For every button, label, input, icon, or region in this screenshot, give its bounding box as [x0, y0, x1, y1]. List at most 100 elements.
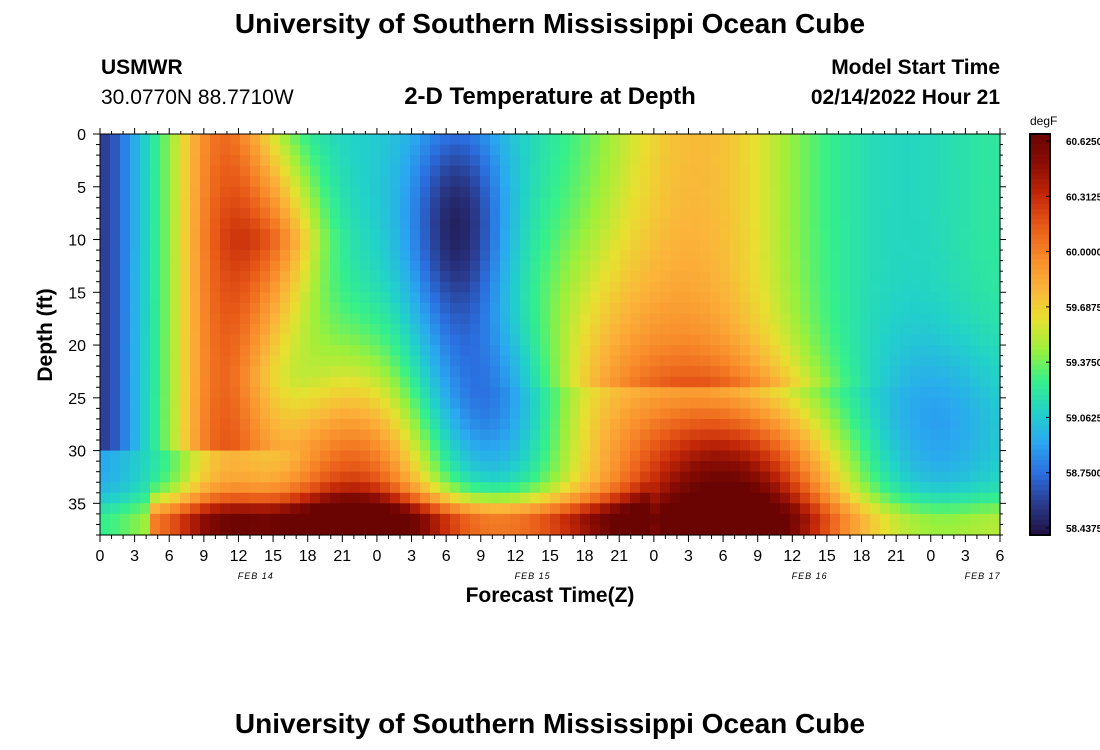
heatmap-cell [600, 334, 611, 346]
heatmap-cell [210, 218, 221, 230]
heatmap-cell [800, 376, 811, 388]
heatmap-cell [620, 323, 631, 336]
heatmap-cell [200, 155, 211, 167]
heatmap-cell [770, 302, 781, 314]
heatmap-cell [310, 345, 321, 357]
heatmap-cell [260, 503, 271, 515]
heatmap-cell [130, 366, 141, 378]
heatmap-cell [760, 176, 771, 188]
heatmap-cell [500, 260, 511, 272]
colorbar-segment [1030, 224, 1050, 230]
heatmap-cell [790, 323, 801, 336]
heatmap-cell [410, 292, 421, 304]
heatmap-cell [350, 524, 361, 536]
heatmap-cell [510, 366, 521, 378]
heatmap-cell [380, 313, 391, 325]
heatmap-cell [250, 355, 261, 367]
heatmap-cell [550, 271, 561, 283]
heatmap-cell [830, 207, 841, 220]
heatmap-cell [360, 524, 371, 536]
heatmap-cell [150, 418, 161, 431]
heatmap-cell [390, 250, 401, 262]
heatmap-cell [960, 250, 971, 262]
heatmap-cell [720, 355, 731, 367]
heatmap-cell [830, 387, 841, 399]
heatmap-cell [220, 482, 231, 494]
heatmap-cell [530, 334, 541, 346]
heatmap-cell [930, 144, 941, 156]
heatmap-cell [110, 228, 121, 241]
heatmap-cell [230, 176, 241, 188]
heatmap-cell [930, 450, 941, 462]
heatmap-cell [660, 418, 671, 431]
heatmap-cell [470, 524, 481, 536]
heatmap-cell [950, 450, 961, 462]
heatmap-cell [100, 218, 111, 230]
heatmap-cell [140, 207, 151, 220]
heatmap-cell [500, 165, 511, 177]
heatmap-cell [920, 376, 931, 388]
heatmap-cell [710, 408, 721, 420]
heatmap-cell [470, 281, 481, 293]
heatmap-cell [520, 134, 531, 146]
heatmap-cell [380, 176, 391, 188]
heatmap-cell [110, 334, 121, 346]
heatmap-cell [280, 503, 291, 515]
heatmap-cell [550, 355, 561, 367]
heatmap-cell [790, 313, 801, 325]
heatmap-cell [620, 155, 631, 167]
heatmap-cell [400, 334, 411, 346]
heatmap-cell [360, 482, 371, 494]
heatmap-cell [400, 503, 411, 515]
heatmap-cell [820, 239, 831, 251]
heatmap-cell [990, 239, 1001, 251]
heatmap-cell [170, 271, 181, 283]
heatmap-cell [340, 408, 351, 420]
heatmap-cell [210, 313, 221, 325]
heatmap-cell [120, 429, 131, 441]
heatmap-cell [360, 313, 371, 325]
heatmap-cell [160, 323, 171, 336]
heatmap-cell [690, 397, 701, 409]
heatmap-cell [900, 260, 911, 272]
heatmap-cell [820, 271, 831, 283]
colorbar-segment [1030, 349, 1050, 356]
heatmap-cell [950, 429, 961, 441]
heatmap-cell [410, 429, 421, 441]
heatmap-cell [220, 144, 231, 156]
heatmap-cell [920, 260, 931, 272]
heatmap-cell [550, 176, 561, 188]
heatmap-cell [620, 440, 631, 452]
heatmap-cell [730, 155, 741, 167]
heatmap-cell [670, 186, 681, 198]
heatmap-cell [440, 355, 451, 367]
heatmap-cell [100, 440, 111, 452]
heatmap-cell [510, 271, 521, 283]
heatmap-cell [570, 450, 581, 462]
heatmap-cell [820, 144, 831, 156]
heatmap-cell [300, 482, 311, 494]
heatmap-cell [830, 197, 841, 209]
heatmap-cell [250, 292, 261, 304]
heatmap-cell [650, 186, 661, 198]
heatmap-cell [470, 376, 481, 388]
heatmap-cell [400, 429, 411, 441]
heatmap-cell [200, 176, 211, 188]
heatmap-cell [240, 503, 251, 515]
heatmap-cell [780, 408, 791, 420]
heatmap-cell [300, 186, 311, 198]
heatmap-cell [350, 323, 361, 336]
heatmap-cell [910, 313, 921, 325]
heatmap-cell [320, 134, 331, 146]
heatmap-cell [550, 239, 561, 251]
heatmap-cell [240, 134, 251, 146]
heatmap-cell [770, 134, 781, 146]
heatmap-cell [540, 450, 551, 462]
heatmap-cell [120, 144, 131, 156]
heatmap-cell [130, 302, 141, 314]
heatmap-cell [960, 418, 971, 431]
heatmap-cell [890, 260, 901, 272]
heatmap-cell [450, 292, 461, 304]
heatmap-cell [110, 366, 121, 378]
heatmap-cell [140, 165, 151, 177]
